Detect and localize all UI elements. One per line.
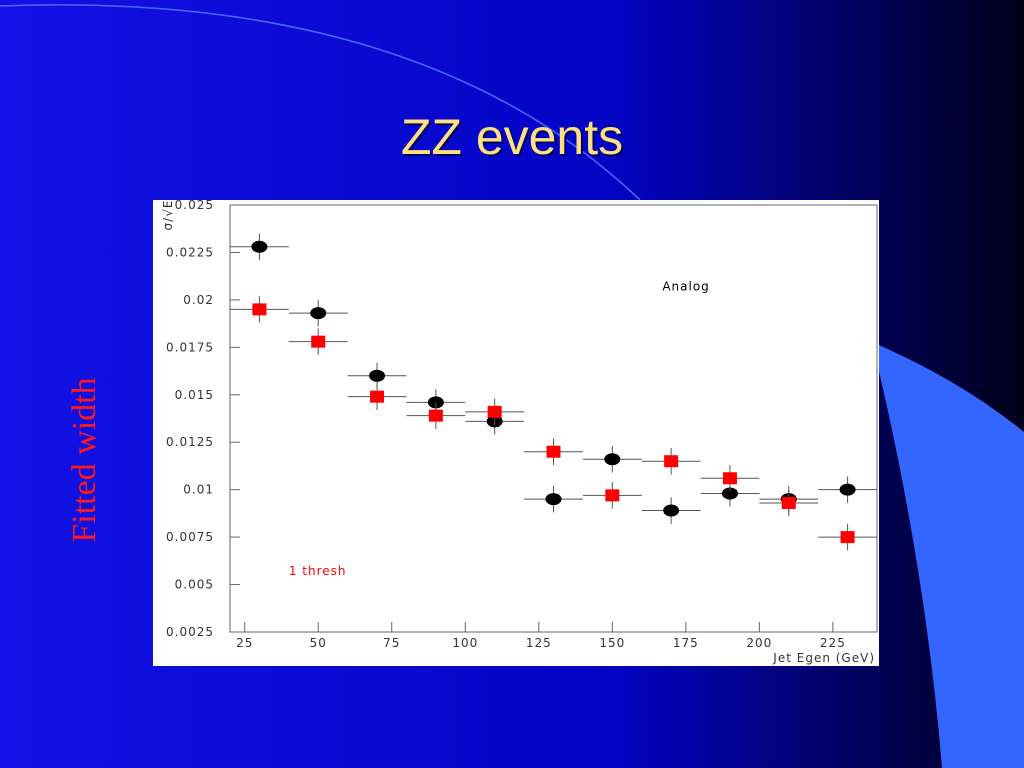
annotation: 1 thresh [289, 564, 347, 578]
y-tick-label: 0.01 [183, 483, 214, 497]
marker [781, 496, 796, 509]
marker [605, 489, 620, 502]
marker [604, 453, 621, 466]
x-tick-label: 150 [599, 636, 625, 650]
x-tick-label: 25 [236, 636, 253, 650]
y-tick-label: 0.02 [183, 293, 214, 307]
x-axis-label: Jet Egen (GeV) [772, 651, 875, 665]
decor-swoosh [872, 342, 1024, 768]
x-tick-label: 50 [310, 636, 327, 650]
y-tick-label: 0.0125 [166, 435, 214, 449]
marker [428, 409, 443, 422]
y-tick-label: 0.0025 [166, 625, 214, 639]
marker [252, 303, 267, 316]
annotation: Analog [662, 279, 709, 293]
x-tick-label: 125 [526, 636, 552, 650]
marker [546, 445, 561, 458]
x-tick-label: 175 [673, 636, 699, 650]
marker [310, 307, 327, 320]
x-tick-label: 200 [746, 636, 772, 650]
y-tick-label: 0.015 [175, 388, 214, 402]
marker [663, 504, 680, 517]
slide-title: ZZ events [401, 109, 623, 165]
marker [839, 483, 856, 496]
y-tick-label: 0.0175 [166, 340, 214, 354]
marker [721, 487, 738, 500]
marker [840, 531, 855, 544]
y-tick-label: 0.0225 [166, 245, 214, 259]
plot-frame [229, 204, 878, 633]
y-tick-label: 0.005 [175, 578, 214, 592]
marker [545, 493, 562, 506]
y-tick-label: 0.025 [175, 198, 214, 212]
side-label: Fitted width [66, 377, 103, 542]
chart-panel [153, 200, 879, 666]
marker [251, 240, 268, 253]
marker [664, 455, 679, 468]
marker [722, 472, 737, 485]
marker [370, 390, 385, 403]
x-tick-label: 100 [452, 636, 478, 650]
x-tick-label: 225 [820, 636, 846, 650]
marker [311, 335, 326, 348]
decor-arc [0, 4, 641, 201]
marker [369, 369, 386, 382]
y-tick-label: 0.0075 [166, 530, 214, 544]
x-tick-label: 75 [383, 636, 400, 650]
marker [487, 405, 502, 418]
y-axis-label: σ/√E [161, 200, 175, 231]
